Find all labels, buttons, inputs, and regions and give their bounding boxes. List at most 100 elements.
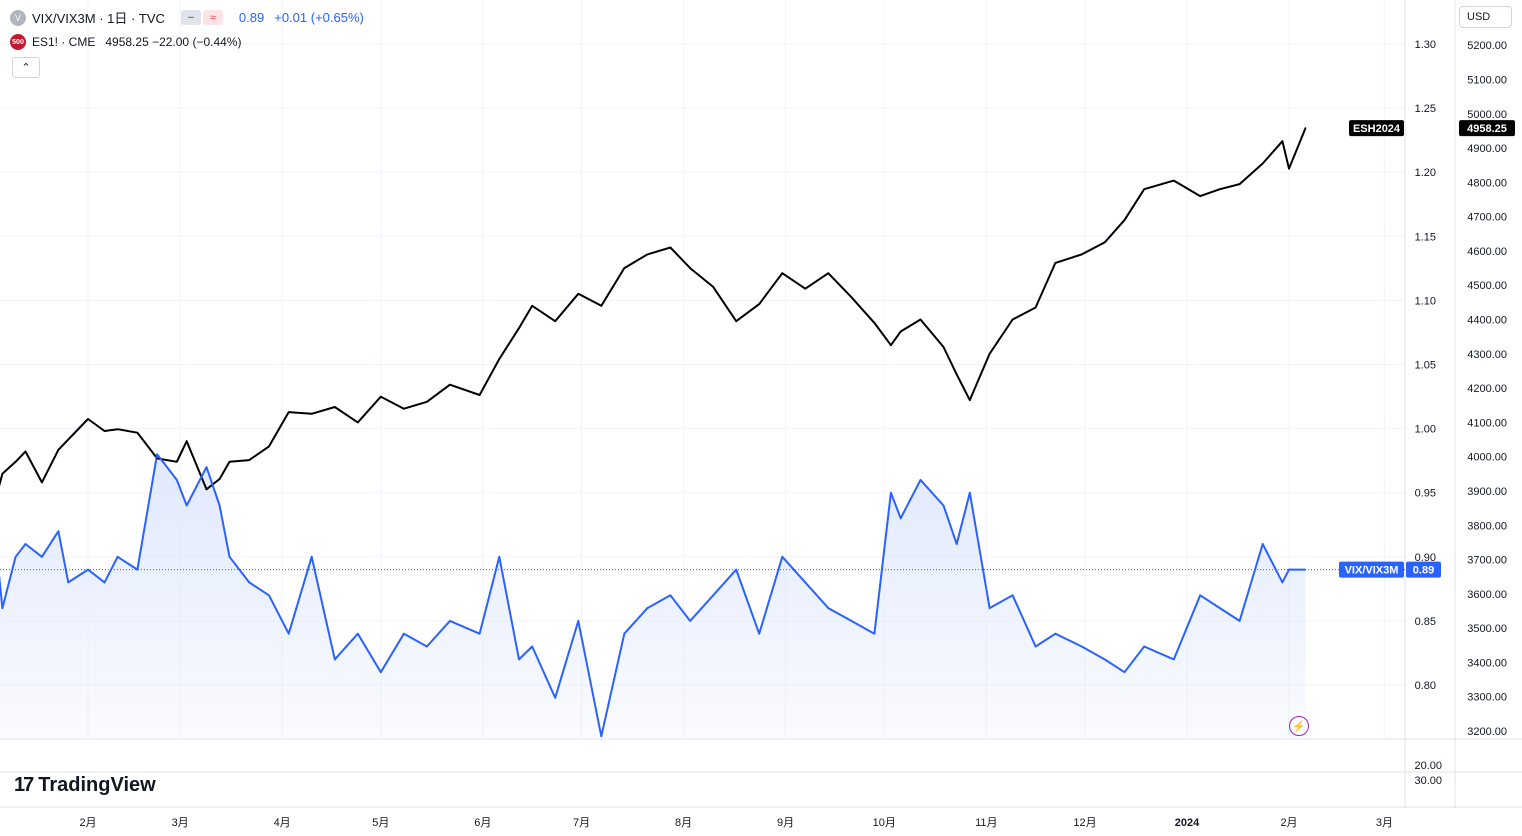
es-data-point <box>449 383 451 386</box>
series-lines <box>0 127 1405 738</box>
es-data-point <box>1173 179 1175 182</box>
es-data-point <box>1054 262 1057 264</box>
minus-icon[interactable]: − <box>180 10 201 25</box>
es-data-point <box>646 253 649 256</box>
vix-data-point <box>827 607 830 609</box>
pane-separators <box>0 0 1522 808</box>
right-tick-label: 4900.00 <box>1467 143 1507 155</box>
x-tick-label: 2月 <box>1280 817 1297 829</box>
lightning-icon[interactable]: ⚡ <box>1289 716 1309 736</box>
vix-data-point <box>1 607 4 609</box>
es-data-point <box>156 457 158 460</box>
es-data-point <box>1103 241 1106 244</box>
es-data-point <box>850 296 853 299</box>
vix-data-point <box>228 556 231 558</box>
right-tick-label: 5000.00 <box>1467 109 1507 121</box>
es-data-point <box>919 318 922 321</box>
vix-legend-buttons[interactable]: − ≈ <box>180 10 223 25</box>
currency-label: USD <box>1467 11 1491 23</box>
vix-data-point <box>426 645 428 648</box>
vix-name-tag: VIX/VIX3M <box>1345 565 1399 577</box>
es-data-point <box>116 428 119 431</box>
approx-icon[interactable]: ≈ <box>202 10 223 25</box>
es-data-point <box>890 344 892 347</box>
vix-data-point <box>600 735 603 738</box>
right-tick-label: 4400.00 <box>1467 315 1507 327</box>
es-data-point <box>758 303 761 305</box>
vix-data-point <box>955 543 958 545</box>
right-tick-label: 4200.00 <box>1467 383 1507 395</box>
vix-data-point <box>24 543 27 545</box>
vix-legend[interactable]: V VIX/VIX3M · 1日 · TVC − ≈ 0.89 +0.01 (+… <box>10 8 364 27</box>
vix-data-point <box>689 620 691 622</box>
es-data-point <box>1261 162 1264 165</box>
left-tick-label: 0.95 <box>1415 488 1436 500</box>
es-data-point <box>41 481 43 484</box>
es-data-point <box>185 440 188 443</box>
vix-data-point <box>1281 581 1284 584</box>
x-tick-label: 2024 <box>1175 817 1200 829</box>
es-data-point <box>103 430 106 432</box>
es-data-point <box>873 322 876 324</box>
vix-data-point <box>1034 645 1037 648</box>
vix-data-point <box>1011 594 1014 597</box>
vix-data-point <box>218 504 221 507</box>
es-symbol-title[interactable]: ES1! · CME <box>32 35 96 49</box>
es-legend[interactable]: 500 ES1! · CME 4958.25 −22.00 (−0.44%) <box>10 34 241 50</box>
vix-area <box>0 454 1306 738</box>
es-data-point <box>1288 167 1290 170</box>
vix-data-point <box>1080 645 1083 648</box>
vix-data-point <box>1238 620 1241 622</box>
es-data-point <box>689 267 691 269</box>
vix-data-point <box>942 504 945 507</box>
right-tick-label: 3700.00 <box>1467 555 1507 567</box>
vix-data-point <box>577 620 580 622</box>
vix-data-point <box>1219 607 1221 609</box>
es-data-point <box>781 272 784 275</box>
vix-data-point <box>136 568 139 571</box>
vix-data-point <box>758 632 761 635</box>
es-data-point <box>176 461 178 463</box>
vix-data-point <box>176 479 178 481</box>
vix-data-point <box>156 453 158 456</box>
left-tick-label: 1.30 <box>1415 39 1436 51</box>
right-tick-label: 4300.00 <box>1467 349 1507 361</box>
es-data-point <box>136 431 139 434</box>
vix-data-point <box>919 479 922 481</box>
es-series-line <box>0 127 1307 491</box>
currency-button[interactable]: USD <box>1459 6 1512 28</box>
es-data-point <box>1238 183 1241 185</box>
vix-data-point <box>1288 568 1290 571</box>
es-price-tag-box <box>1459 120 1515 137</box>
vix-symbol-title[interactable]: VIX/VIX3M · 1日 · TVC <box>32 11 165 26</box>
vix-data-point <box>969 491 971 494</box>
vix-data-point <box>712 594 714 597</box>
left-tick-label: 1.20 <box>1415 167 1436 179</box>
lower-pane-tick-label: 30.00 <box>1414 775 1442 787</box>
es-data-point <box>531 305 534 307</box>
vix-data-point <box>287 632 290 635</box>
es-data-point <box>87 418 89 420</box>
es-data-point <box>498 358 501 360</box>
es-data-point <box>228 461 231 463</box>
x-tick-label: 4月 <box>274 817 291 829</box>
vix-data-point <box>41 556 43 558</box>
es-data-point <box>1304 127 1307 129</box>
vix-series-line <box>0 453 1306 738</box>
tradingview-logo[interactable]: 17 TradingView <box>14 774 156 797</box>
right-tick-label: 4800.00 <box>1467 177 1507 189</box>
left-tick-label: 1.25 <box>1415 103 1436 115</box>
es-data-point <box>942 346 945 348</box>
es-data-point <box>577 293 580 295</box>
vix-data-point <box>988 607 991 609</box>
collapse-legend-button[interactable]: ⌃ <box>12 57 40 78</box>
left-tick-label: 1.05 <box>1415 360 1436 372</box>
right-tick-label: 3900.00 <box>1467 486 1507 498</box>
vix-data-point <box>646 607 649 609</box>
es-data-point <box>988 353 991 355</box>
es-data-point <box>899 330 902 333</box>
right-tick-label: 3400.00 <box>1467 657 1507 669</box>
vix-name-tag-box <box>1339 561 1404 578</box>
vix-data-point <box>310 556 313 558</box>
